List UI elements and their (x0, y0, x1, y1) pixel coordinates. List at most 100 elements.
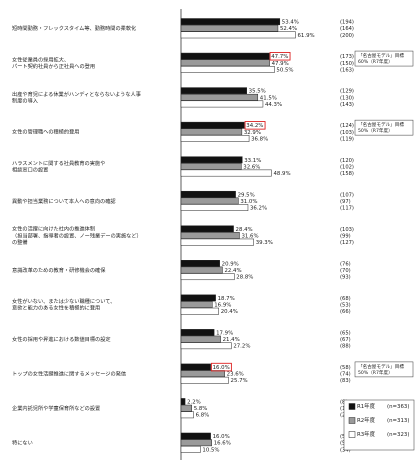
legend-swatch (348, 417, 356, 424)
data-label: 22.4% (224, 268, 241, 274)
bar (180, 93, 259, 101)
bar (180, 232, 240, 239)
target-callout (354, 119, 414, 136)
count-label: (74) (340, 372, 351, 378)
bar (180, 370, 225, 378)
callout-text: 「名古屋モデル」目標 (358, 52, 404, 59)
data-label: 33.1% (244, 158, 261, 164)
data-label: 17.9% (216, 330, 233, 336)
data-label: 41.5% (260, 95, 277, 101)
count-label: (93) (340, 275, 351, 281)
callout-text: 「名古屋モデル」目標 (358, 121, 404, 128)
count-label: (53) (340, 303, 351, 309)
bar (180, 439, 212, 447)
count-label: (76) (340, 261, 351, 267)
data-label: 34.2% (246, 123, 263, 129)
count-label: (102) (340, 164, 354, 170)
bar (180, 121, 245, 129)
count-label: (150) (340, 61, 354, 67)
bar (180, 135, 250, 142)
bar (180, 31, 296, 39)
data-label: 44.3% (265, 102, 282, 108)
count-label: (117) (340, 206, 354, 212)
bar (180, 335, 221, 343)
data-label: 21.4% (223, 337, 240, 343)
bar (180, 376, 229, 384)
count-label: (97) (340, 199, 351, 205)
bar (180, 197, 239, 205)
bar (180, 66, 275, 73)
category-label: 出産や育児による休業がハンディとならないような人事制度の導入 (12, 90, 141, 105)
data-label: 36.2% (250, 206, 267, 212)
data-label: 23.6% (227, 372, 244, 378)
count-label: (107) (340, 192, 354, 198)
legend-box (343, 399, 415, 451)
data-label: 2.2% (187, 400, 201, 406)
count-label: (66) (340, 309, 351, 315)
count-label: (158) (340, 171, 354, 177)
count-label: (163) (340, 67, 354, 73)
data-label: 20.4% (221, 309, 238, 315)
bar (180, 260, 220, 267)
count-label: (70) (340, 268, 351, 274)
data-label: 48.9% (273, 171, 290, 177)
data-label: 53.4% (282, 20, 299, 26)
category-label: 企業内託児所や学童保育所などの設置 (12, 404, 100, 412)
count-label: (173) (340, 54, 354, 60)
data-label: 28.4% (236, 227, 253, 233)
bar (180, 301, 213, 308)
count-label: (103) (340, 227, 354, 233)
legend-swatch (348, 403, 356, 410)
bar (180, 342, 232, 350)
count-label: (83) (340, 378, 351, 384)
data-label: 47.9% (272, 61, 289, 67)
category-label: 特にない (12, 439, 33, 447)
data-label: 6.8% (196, 413, 210, 419)
count-label: (164) (340, 26, 354, 32)
data-label: 10.5% (202, 447, 219, 453)
count-label: (65) (340, 330, 351, 336)
data-label: 47.7% (271, 54, 288, 60)
category-label: 女性がいない、または少ない職種について、意欲と能力のある女性を積極的に登用 (12, 297, 115, 312)
callout-text: 60%（R7年度） (358, 58, 393, 65)
bar (180, 156, 243, 164)
data-label: 16.0% (213, 434, 230, 440)
count-label: (127) (340, 240, 354, 246)
category-labels: 短時間勤務・フレックスタイム等、勤務時間の柔軟化女性従業員の採用拡大、パート契約… (12, 24, 142, 446)
data-label: 52.4% (280, 26, 297, 32)
bar (180, 204, 249, 211)
category-label: 女性の採用や昇進における数値目標の設定 (12, 335, 111, 343)
data-label: 32.6% (243, 164, 260, 170)
data-label: 25.7% (231, 378, 248, 384)
bar (180, 363, 211, 371)
category-label: 女性従業員の採用拡大、パート契約社員から正社員への登用 (12, 55, 95, 70)
count-label: (58) (340, 365, 351, 371)
data-label: 16.0% (213, 365, 230, 371)
bar (180, 398, 186, 405)
count-label: (103) (340, 130, 354, 136)
data-label: 61.9% (298, 33, 315, 39)
bar (180, 128, 243, 136)
callout-text: 「名古屋モデル」目標 (358, 363, 404, 370)
count-label: (130) (340, 95, 354, 101)
legend-n: (n=363) (387, 404, 409, 410)
highlight-box (269, 52, 291, 61)
count-label: (200) (340, 33, 354, 39)
category-label: 女性の活躍に向けた社内の推進体制（担当部署、指導者の設置、ノー残業デーの実施など… (12, 225, 142, 246)
count-label: (194) (340, 20, 354, 26)
legend-n: (n=323) (387, 432, 409, 438)
category-label: 女性の管理職への積極的登用 (12, 128, 79, 136)
data-label: 29.5% (238, 192, 255, 198)
category-label: ハラスメントに関する社員教育の実施や相談窓口の設置 (12, 159, 105, 174)
legend-label: R2年度 (357, 416, 376, 424)
highlight-box (244, 121, 266, 130)
callouts: 「名古屋モデル」目標60%（R7年度）「名古屋モデル」目標50%（R7年度）「名… (354, 50, 414, 378)
count-label: (99) (340, 233, 351, 239)
bar (180, 404, 192, 412)
count-label: (88) (340, 344, 351, 350)
data-label: 27.2% (233, 344, 250, 350)
count-label: (124) (340, 123, 354, 129)
legend: R1年度 (n=363) R2年度 (n=313) R3年度 (n=323) (343, 399, 415, 451)
count-label: (68) (340, 296, 351, 302)
